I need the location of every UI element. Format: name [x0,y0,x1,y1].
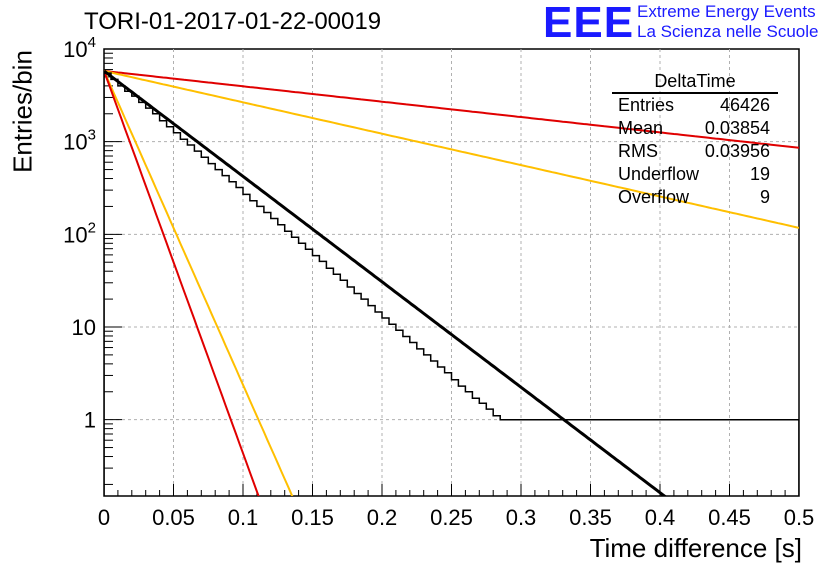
project-line-1: Extreme Energy Events [637,2,816,21]
y-tick-base: 10 [63,130,87,155]
stats-label: Mean [618,118,664,138]
project-line-2: La Scienza nelle Scuole [637,22,819,41]
stats-label: Underflow [618,164,700,184]
histogram-series [104,72,799,496]
x-axis-label: Time difference [s] [589,533,802,563]
reference-line [104,69,799,149]
y-tick-exponent: 4 [88,34,96,51]
stats-row-mean: Mean 0.03854 [612,117,778,140]
stats-value: 0.03956 [704,141,770,161]
project-text: Extreme Energy Events La Scienza nelle S… [637,2,818,42]
stats-label: RMS [618,141,658,161]
x-tick-label: 0.2 [367,505,398,530]
y-tick-label: 103 [63,127,96,155]
fit-line [104,69,667,496]
x-tick-label: 0.05 [152,505,195,530]
chart-title: TORI-01-2017-01-22-00019 [84,8,382,35]
grid [104,49,799,496]
axes: 0 0.05 0.1 0.15 0.2 0.25 0.3 0.35 0.4 0.45 0.51101… [63,34,814,530]
x-tick-label: 0.15 [291,505,334,530]
y-tick-exponent: 2 [88,219,96,236]
y-tick-label: 1 [84,408,96,433]
stats-title: DeltaTime [612,70,778,94]
reference-line [104,70,294,496]
reference-line [104,69,799,229]
stats-value: 19 [749,164,770,184]
x-tick-label: 0.3 [506,505,537,530]
stats-value: 46426 [719,95,770,115]
x-tick-label: 0.5 [784,505,815,530]
x-tick-label: 0.1 [228,505,259,530]
x-tick-label: 0.25 [430,505,473,530]
y-axis-label: Entries/bin [7,50,38,173]
stats-label: Overflow [618,187,690,207]
reference-line [104,70,260,496]
y-tick-base: 10 [63,37,87,62]
stats-value: 0.03854 [704,118,770,138]
y-tick-exponent: 3 [88,127,96,144]
x-tick-label: 0 [98,505,110,530]
y-tick-label: 104 [63,34,96,62]
y-tick-base: 10 [63,222,87,247]
x-tick-label: 0.4 [645,505,676,530]
x-tick-label: 0.35 [569,505,612,530]
stats-row-underflow: Underflow 19 [612,163,778,186]
stats-label: Entries [618,95,675,115]
y-tick-label: 102 [63,219,96,247]
eee-logo: EEE [543,0,635,47]
stats-row-overflow: Overflow 9 [612,186,778,209]
stats-row-rms: RMS 0.03956 [612,140,778,163]
stats-box: DeltaTime Entries 46426 Mean 0.03854 RMS… [612,70,778,209]
stats-row-entries: Entries 46426 [612,94,778,117]
series-layer [104,69,799,496]
stats-value: 9 [759,187,770,207]
y-tick-label: 10 [72,315,96,340]
x-tick-label: 0.45 [708,505,751,530]
